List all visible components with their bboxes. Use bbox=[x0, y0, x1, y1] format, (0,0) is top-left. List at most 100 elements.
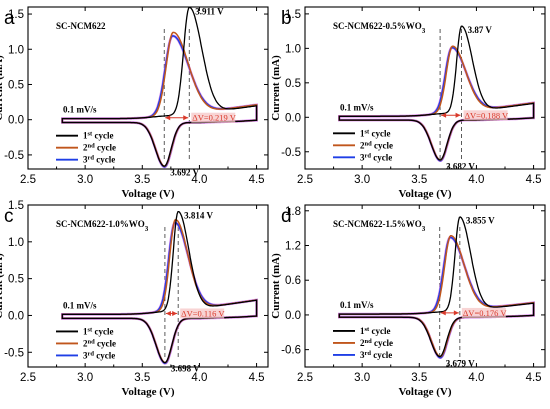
panel-d: d 2.5 3.0 3.5 4.0 4.5 -0.6 0.0 0.6 1.2 1.8 Voltage … bbox=[270, 204, 546, 398]
plot-frame bbox=[304, 6, 546, 170]
legend-label-cycle-2: 2nd cycle bbox=[83, 338, 116, 349]
y-tick-label: -0.5 bbox=[4, 347, 24, 359]
delta-v-label: ΔV=0.188 V bbox=[465, 110, 509, 120]
delta-v-arrowhead-right bbox=[172, 310, 178, 316]
legend-label-cycle-1: 1st cycle bbox=[360, 128, 390, 139]
reduction-peak-label: 3.679 V bbox=[446, 358, 475, 368]
x-tick-label: 4.5 bbox=[249, 174, 265, 186]
x-tick-label: 3.5 bbox=[134, 174, 150, 186]
delta-v-label: ΔV=0.219 V bbox=[192, 113, 236, 123]
legend-label-cycle-3: 3rd cycle bbox=[360, 349, 392, 360]
y-tick-label: 1.2 bbox=[285, 241, 301, 253]
y-tick-label: 0.5 bbox=[8, 79, 24, 91]
x-axis-title: Voltage (V) bbox=[121, 386, 174, 398]
y-tick-label: 1.0 bbox=[8, 44, 24, 56]
y-tick-label: -0.6 bbox=[281, 345, 301, 357]
legend-label-cycle-3: 3rd cycle bbox=[360, 152, 392, 163]
panel-letter: d bbox=[281, 206, 292, 227]
x-tick-label: 2.5 bbox=[297, 174, 313, 186]
y-tick-label: 1.0 bbox=[8, 237, 24, 249]
delta-v-band bbox=[191, 112, 236, 123]
legend-label-cycle-3: 3rd cycle bbox=[83, 350, 115, 361]
delta-v-arrowhead-right bbox=[453, 310, 459, 316]
y-axis-title: Current (mA) bbox=[0, 253, 5, 319]
y-tick-label: 1.5 bbox=[285, 9, 301, 21]
panel-b: b 2.5 3.0 3.5 4.0 4.5 -0.5 0.0 0.5 1.0 1.5 Voltage … bbox=[270, 6, 546, 200]
x-tick-label: 2.5 bbox=[297, 372, 313, 384]
y-tick-label: 1.8 bbox=[285, 206, 301, 218]
y-tick-label: 1.5 bbox=[8, 9, 24, 21]
delta-v-band bbox=[461, 307, 506, 318]
legend-label-cycle-1: 1st cycle bbox=[83, 130, 113, 141]
delta-v-arrowhead-left bbox=[165, 310, 171, 316]
y-tick-label: 0.5 bbox=[285, 78, 301, 90]
legend-label-cycle-1: 1st cycle bbox=[360, 325, 390, 336]
oxidation-peak-label: 3.87 V bbox=[468, 25, 493, 35]
cv-curve-cycle-1 bbox=[61, 210, 258, 364]
scan-rate-label: 0.1 mV/s bbox=[63, 105, 97, 115]
scan-rate-label: 0.1 mV/s bbox=[63, 300, 97, 310]
x-tick-label: 4.0 bbox=[191, 372, 207, 384]
y-axis-title: Current (mA) bbox=[270, 55, 282, 121]
legend-label-cycle-2: 2nd cycle bbox=[360, 337, 393, 348]
panel-letter: a bbox=[4, 8, 15, 29]
cv-curve-cycle-1 bbox=[338, 216, 535, 358]
x-tick-label: 3.0 bbox=[354, 174, 370, 186]
y-tick-label: 0.0 bbox=[8, 310, 24, 322]
x-tick-label: 3.0 bbox=[77, 372, 93, 384]
y-tick-label: 0.0 bbox=[285, 112, 301, 124]
sample-title: SC-NCM622-1.5%WO3 bbox=[333, 219, 426, 233]
oxidation-peak-label: 3.855 V bbox=[466, 215, 495, 225]
reduction-peak-label: 3.698 V bbox=[171, 364, 200, 374]
sample-title: SC-NCM622-1.0%WO3 bbox=[56, 219, 149, 233]
delta-v-arrowhead-left bbox=[440, 310, 446, 316]
y-tick-label: -0.5 bbox=[4, 150, 24, 162]
plot-frame bbox=[27, 6, 269, 170]
reduction-peak-label: 3.692 V bbox=[170, 167, 199, 177]
x-tick-label: 4.5 bbox=[249, 372, 265, 384]
delta-v-arrowhead-right bbox=[183, 115, 189, 121]
delta-v-band bbox=[463, 110, 508, 121]
x-tick-label: 2.5 bbox=[20, 372, 36, 384]
y-axis-title: Current (mA) bbox=[270, 253, 282, 319]
x-axis-title: Voltage (V) bbox=[121, 188, 174, 200]
delta-v-arrowhead-left bbox=[441, 112, 447, 118]
x-tick-label: 4.5 bbox=[526, 174, 542, 186]
cv-curve-cycle-1 bbox=[61, 6, 258, 167]
sample-title: SC-NCM622 bbox=[56, 21, 106, 31]
x-tick-label: 3.5 bbox=[411, 174, 427, 186]
legend-label-cycle-2: 2nd cycle bbox=[83, 142, 116, 153]
x-axis-title: Voltage (V) bbox=[398, 188, 451, 200]
legend-label-cycle-1: 1st cycle bbox=[83, 326, 113, 337]
sample-title: SC-NCM622-0.5%WO3 bbox=[333, 21, 426, 35]
oxidation-peak-label: 3.911 V bbox=[195, 7, 224, 17]
panel-c: c 2.5 3.0 3.5 4.0 4.5 -0.5 0.0 0.5 1.0 1.5 Voltage … bbox=[0, 200, 269, 398]
y-tick-label: -0.5 bbox=[281, 147, 301, 159]
legend-label-cycle-3: 3rd cycle bbox=[83, 154, 115, 165]
x-tick-label: 3.0 bbox=[77, 174, 93, 186]
x-tick-label: 3.0 bbox=[354, 372, 370, 384]
delta-v-label: ΔV=0.116 V bbox=[181, 308, 225, 318]
x-tick-label: 4.5 bbox=[526, 372, 542, 384]
y-tick-label: 1.0 bbox=[285, 43, 301, 55]
x-tick-label: 3.5 bbox=[134, 372, 150, 384]
plot-frame bbox=[27, 204, 269, 368]
plot-frame bbox=[304, 204, 546, 368]
delta-v-band bbox=[180, 308, 225, 319]
scan-rate-label: 0.1 mV/s bbox=[340, 102, 374, 112]
x-tick-label: 4.0 bbox=[468, 174, 484, 186]
y-tick-label: 0.0 bbox=[8, 115, 24, 127]
delta-v-arrowhead-right bbox=[455, 112, 461, 118]
oxidation-peak-label: 3.814 V bbox=[184, 211, 213, 221]
legend-label-cycle-2: 2nd cycle bbox=[360, 140, 393, 151]
y-tick-label: 0.6 bbox=[285, 275, 301, 287]
panel-a: a 2.5 3.0 3.5 4.0 4.5 -0.5 0.0 0.5 1.0 1.5 Voltage … bbox=[0, 6, 269, 200]
y-axis-title: Current (mA) bbox=[0, 55, 5, 121]
panel-letter: b bbox=[281, 8, 292, 29]
panel-letter: c bbox=[4, 206, 14, 227]
y-tick-label: 0.0 bbox=[285, 310, 301, 322]
delta-v-arrowhead-left bbox=[165, 115, 171, 121]
scan-rate-label: 0.1 mV/s bbox=[340, 300, 374, 310]
cv-curve-cycle-1 bbox=[338, 25, 535, 161]
